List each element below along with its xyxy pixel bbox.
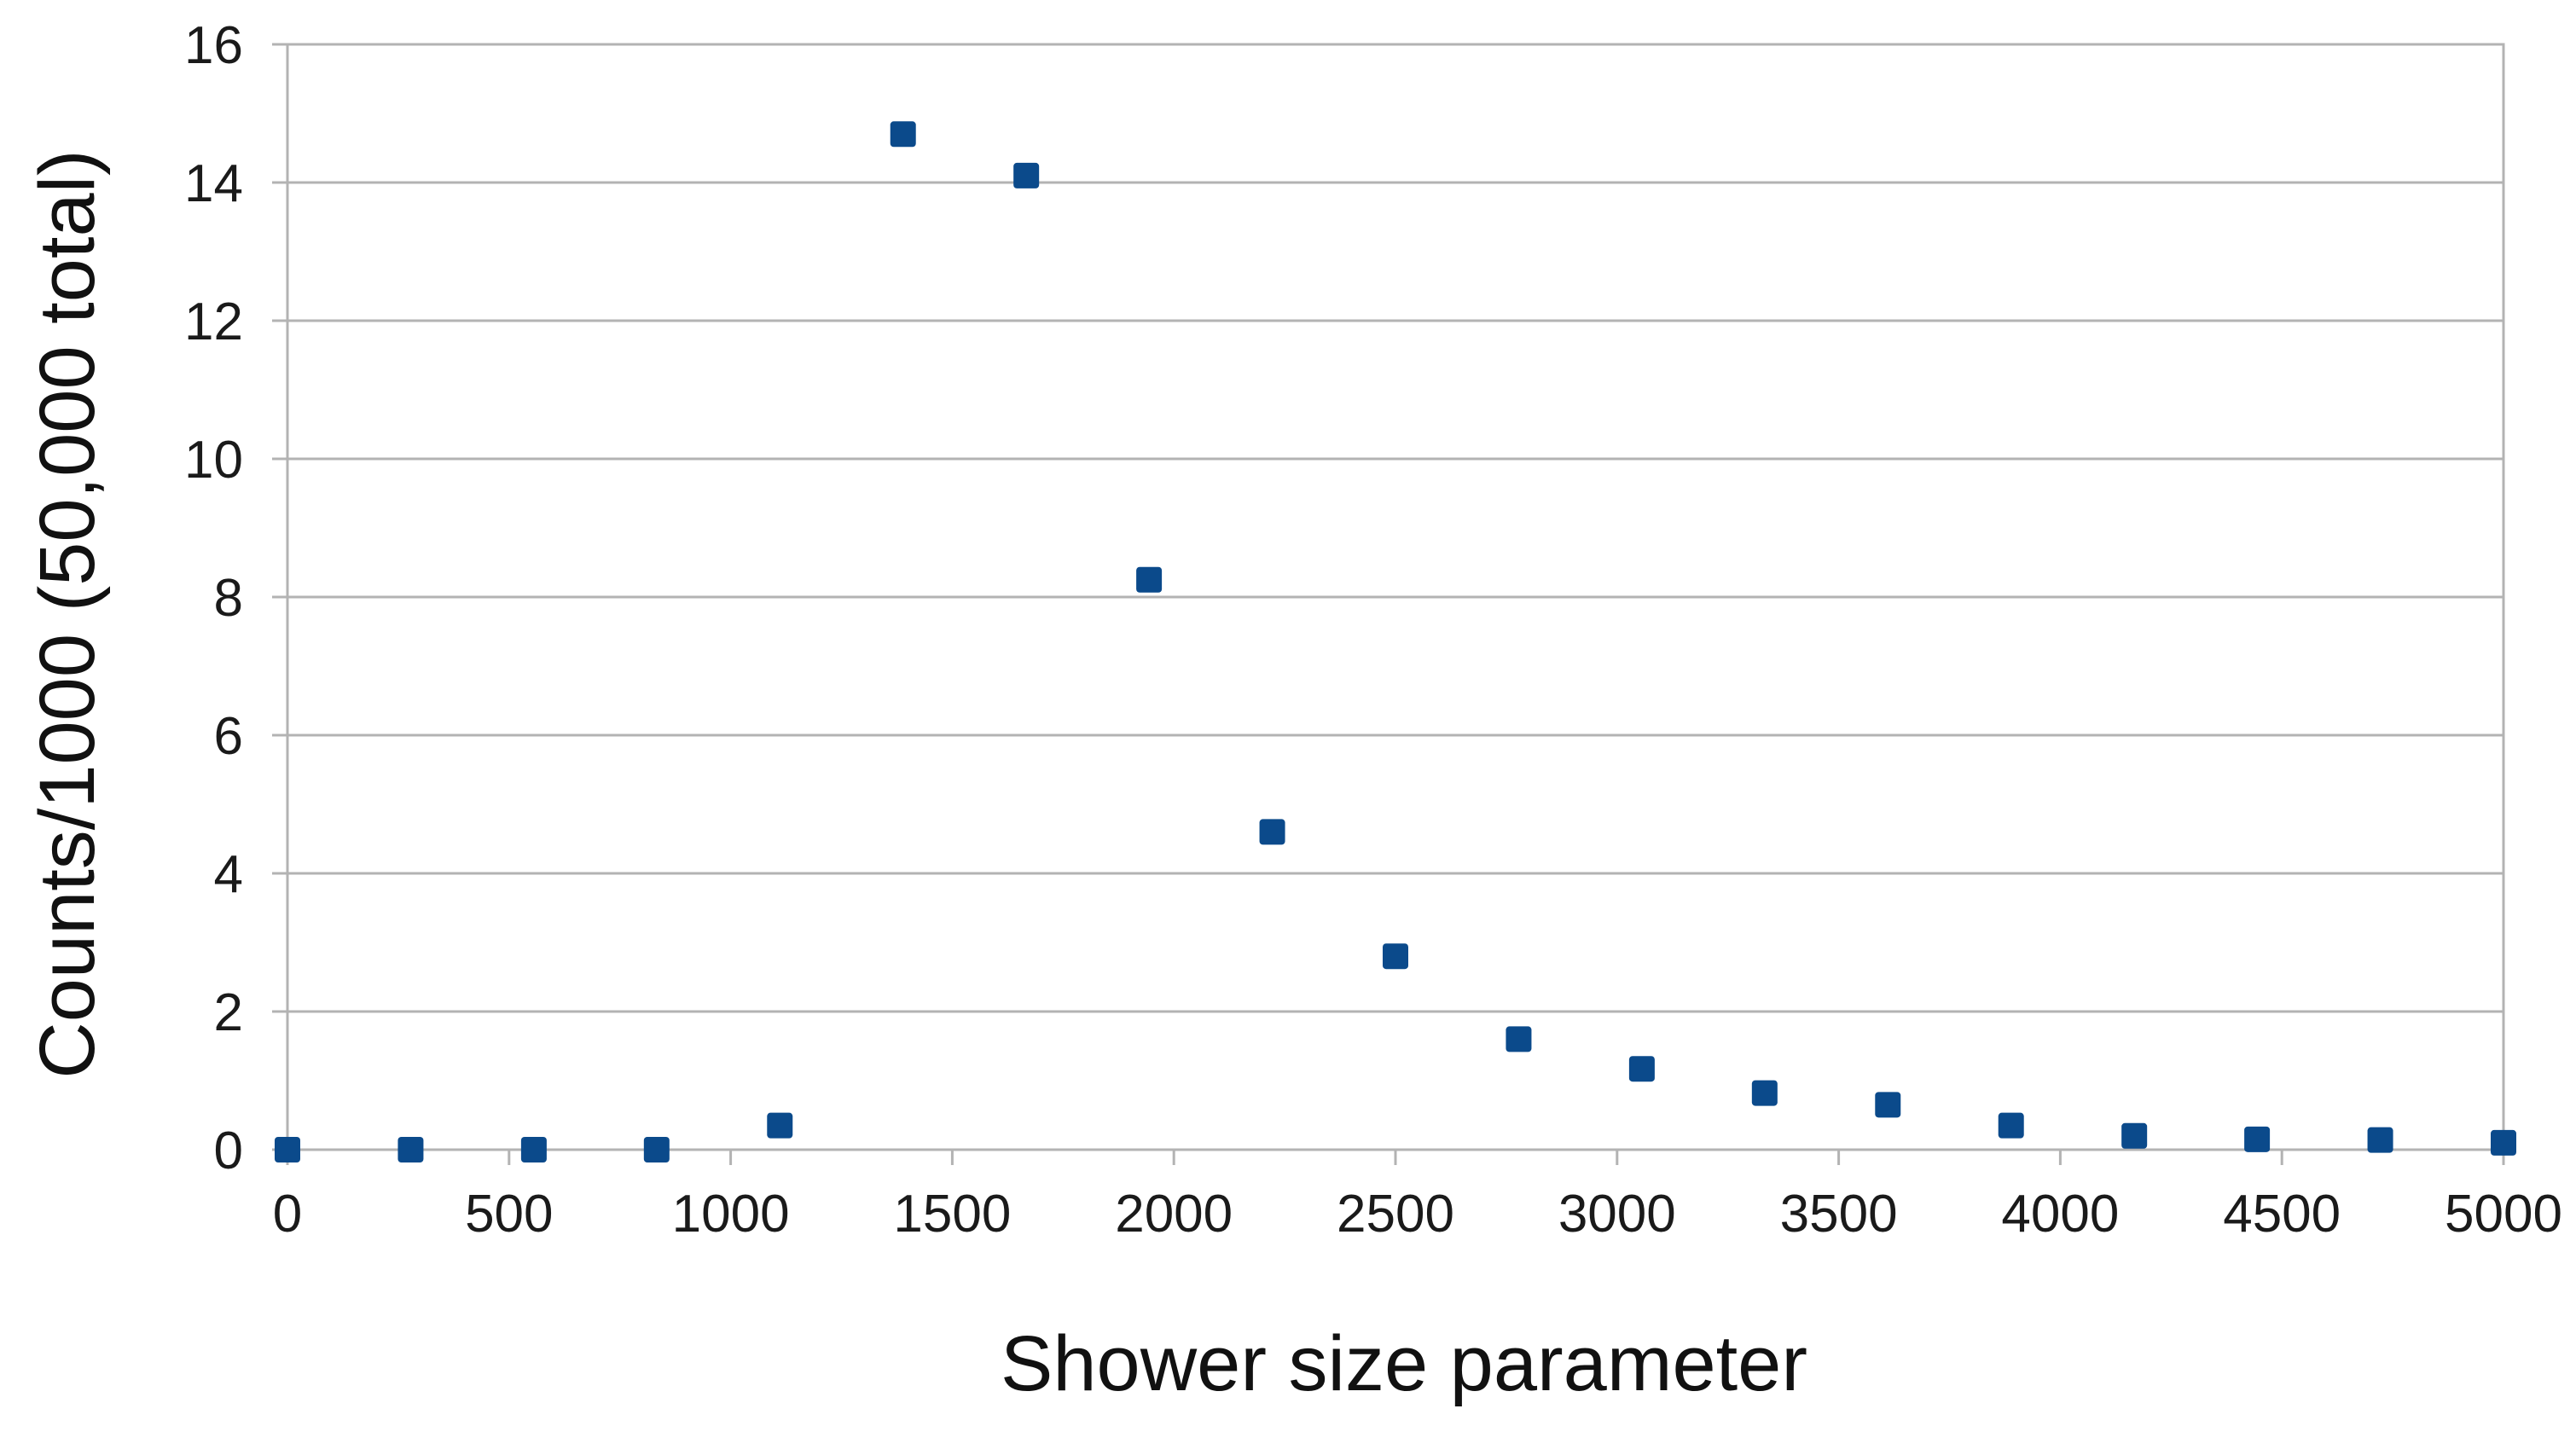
x-tick-label: 5000 [2445,1185,2562,1244]
data-point [890,121,916,148]
y-tick-label: 2 [214,983,243,1042]
y-tick-label: 16 [184,16,243,75]
data-point [1998,1112,2024,1139]
x-tick-label: 3000 [1558,1185,1676,1244]
x-tick-label: 500 [465,1185,553,1244]
plot-area-border [286,43,2505,1151]
x-tick-label: 1000 [672,1185,790,1244]
data-point [2121,1122,2148,1149]
data-point [1259,819,1285,845]
data-point [767,1112,793,1139]
data-point [1751,1080,1778,1106]
data-point [275,1137,300,1162]
y-tick-label: 10 [184,431,243,490]
data-point [520,1137,547,1162]
data-point [2367,1127,2393,1153]
y-tick-label: 12 [184,293,243,351]
data-points [275,121,2516,1162]
data-point [1383,943,1408,970]
data-point [1013,162,1040,188]
data-point [2491,1129,2516,1156]
x-tick-label: 4000 [2001,1185,2119,1244]
x-tick-label: 2000 [1115,1185,1233,1244]
y-axis-tick-labels: 0 2 4 6 8 10 12 14 16 [184,16,243,1180]
data-point [1875,1092,1901,1118]
data-point [397,1137,424,1162]
data-point [2244,1126,2271,1152]
x-tick-label: 0 [273,1185,302,1244]
y-axis-title: Counts/1000 (50,000 total) [24,149,111,1078]
x-tick-label: 4500 [2223,1185,2341,1244]
y-tick-label: 8 [214,569,243,628]
y-tick-label: 14 [184,154,243,213]
y-tick-label: 6 [214,707,243,766]
data-point [643,1137,670,1162]
x-tick-label: 1500 [893,1185,1011,1244]
y-tick-label: 4 [214,845,243,904]
x-axis-tick-labels: 0 500 1000 1500 2000 2500 3000 3500 4000 4500 5000 [273,1185,2562,1244]
x-tick-label: 2500 [1337,1185,1454,1244]
x-axis-title: Shower size parameter [1001,1320,1807,1407]
data-point [1628,1056,1655,1082]
grid-lines [272,43,2505,1165]
y-tick-label: 0 [214,1122,243,1180]
data-point [1506,1026,1532,1052]
x-tick-label: 3500 [1780,1185,1898,1244]
data-point [1136,566,1163,593]
